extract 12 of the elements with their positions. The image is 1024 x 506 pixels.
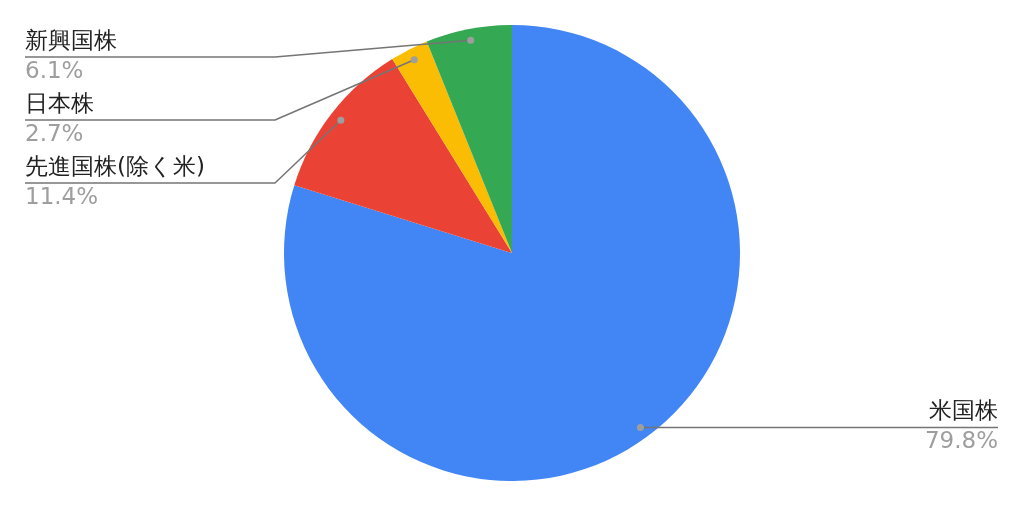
pie-slice bbox=[392, 41, 512, 253]
pie-slice bbox=[426, 25, 512, 253]
slice-label: 新興国株 bbox=[25, 27, 117, 53]
slice-label: 米国株 bbox=[929, 397, 998, 424]
data-label: 2.7% bbox=[25, 120, 84, 146]
pie-slice bbox=[294, 58, 512, 253]
data-label: 11.4% bbox=[25, 183, 99, 209]
data-label: 79.8% bbox=[924, 427, 998, 454]
slice-label: 先進国株(除く米) bbox=[25, 153, 205, 179]
data-label: 6.1% bbox=[25, 57, 84, 83]
pie-slice bbox=[284, 25, 740, 481]
slice-label: 日本株 bbox=[25, 90, 94, 116]
